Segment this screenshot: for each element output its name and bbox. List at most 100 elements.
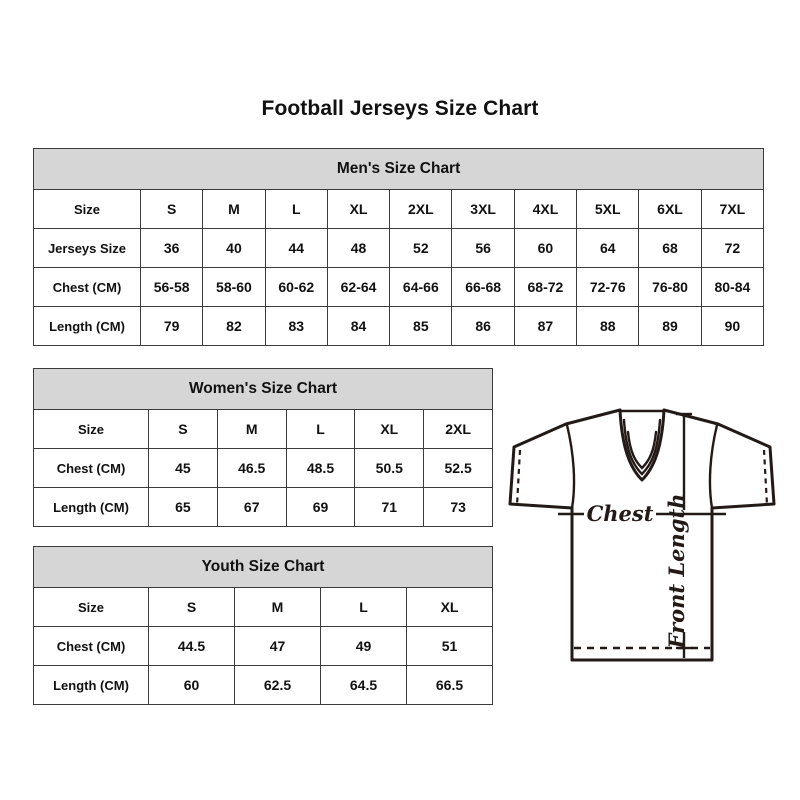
table-cell: 4XL [513,189,578,229]
table-cell: 64.5 [320,665,407,705]
table-cell: 71 [354,487,425,527]
table-cell: 86 [451,306,515,346]
table-cell: 76-80 [638,267,702,307]
table-cell: 69 [285,487,356,527]
right-armhole-seam [708,423,719,510]
table-cell: 52 [389,228,453,268]
table-banner-row: Women's Size Chart [32,368,494,410]
table-cell: 2XL [389,189,453,229]
table-row: Size S M L XL 2XL [33,409,494,449]
neckline-middle-icon [622,418,662,476]
table-cell: 89 [638,306,702,346]
table-cell: 47 [234,626,321,666]
table-cell: L [320,587,407,627]
table-cell: 48 [326,228,391,268]
chest-label: Chest [587,501,654,526]
front-length-label: Front Length [664,494,689,650]
table-cell: 58-60 [202,267,266,307]
table-cell: XL [405,587,494,627]
table-row: Length (CM) 65 67 69 71 73 [33,487,494,527]
table-cell: 6XL [638,189,702,229]
table-cell: M [202,189,266,229]
table-row: Length (CM) 60 62.5 64.5 66.5 [33,665,494,705]
table-cell: 60 [148,665,235,705]
table-cell: 82 [202,306,266,346]
womens-size-table: Women's Size Chart Size S M L XL 2XL Che… [32,368,494,527]
row-label: Size [33,587,149,627]
table-cell: L [285,409,356,449]
table-cell: 44.5 [148,626,235,666]
table-cell: 56-58 [139,267,204,307]
row-label: Length (CM) [33,665,149,705]
table-cell: 60-62 [264,267,328,307]
youth-size-table: Youth Size Chart Size S M L XL Chest (CM… [32,546,494,705]
page-title: Football Jerseys Size Chart [261,97,539,120]
right-cuff-stitch [762,449,769,506]
table-cell: 5XL [576,189,640,229]
table-cell: 88 [576,306,640,346]
table-cell: 64-66 [389,267,453,307]
table-cell: 68 [638,228,702,268]
table-cell: 65 [148,487,218,527]
table-row: Size S M L XL 2XL 3XL 4XL 5XL 6XL 7XL [33,189,765,229]
table-row: Chest (CM) 45 46.5 48.5 50.5 52.5 [33,448,494,488]
table-cell: 68-72 [513,267,578,307]
table-cell: 90 [700,306,765,346]
table-cell: S [139,189,204,229]
table-cell: 73 [423,487,494,527]
left-cuff-stitch [515,449,522,506]
table-cell: S [148,587,235,627]
row-label: Size [33,409,149,449]
table-cell: XL [326,189,391,229]
row-label: Size [33,189,141,229]
table-row: Chest (CM) 44.5 47 49 51 [33,626,494,666]
table-cell: 83 [264,306,328,346]
table-cell: 46.5 [216,448,287,488]
left-armhole-seam [565,423,576,510]
table-cell: 60 [513,228,578,268]
table-cell: 49 [320,626,407,666]
table-cell: 84 [326,306,391,346]
table-cell: 45 [148,448,218,488]
neckline-inner-icon [626,430,658,470]
table-cell: 72 [700,228,765,268]
mens-table-banner: Men's Size Chart [32,148,765,190]
table-cell: 64 [576,228,640,268]
table-cell: 62.5 [234,665,321,705]
table-row: Jerseys Size 36 40 44 48 52 56 60 64 68 … [33,228,765,268]
table-cell: 56 [451,228,515,268]
table-row: Chest (CM) 56-58 58-60 60-62 62-64 64-66… [33,267,765,307]
table-cell: M [234,587,321,627]
table-row: Length (CM) 79 82 83 84 85 86 87 88 89 9… [33,306,765,346]
table-cell: 66-68 [451,267,515,307]
mens-size-table: Men's Size Chart Size S M L XL 2XL 3XL 4… [32,148,765,346]
table-cell: 44 [264,228,328,268]
table-cell: L [264,189,328,229]
table-cell: 50.5 [354,448,425,488]
table-cell: S [148,409,218,449]
shirt-outline-path [508,408,776,662]
table-cell: 3XL [451,189,515,229]
row-label: Jerseys Size [33,228,141,268]
row-label: Chest (CM) [33,448,149,488]
table-cell: 62-64 [326,267,391,307]
youth-table-banner: Youth Size Chart [32,546,494,588]
table-cell: 40 [202,228,266,268]
table-banner-row: Men's Size Chart [32,148,765,190]
table-cell: XL [354,409,425,449]
womens-table-banner: Women's Size Chart [32,368,494,410]
table-row: Size S M L XL [33,587,494,627]
table-cell: 36 [139,228,204,268]
table-cell: 85 [389,306,453,346]
table-cell: 7XL [700,189,765,229]
table-cell: 79 [139,306,204,346]
table-cell: 67 [216,487,287,527]
row-label: Length (CM) [33,306,141,346]
table-cell: 48.5 [285,448,356,488]
neckline-outer-icon [618,408,666,482]
row-label: Chest (CM) [33,267,141,307]
table-cell: 80-84 [700,267,765,307]
table-cell: M [216,409,287,449]
table-cell: 87 [513,306,578,346]
